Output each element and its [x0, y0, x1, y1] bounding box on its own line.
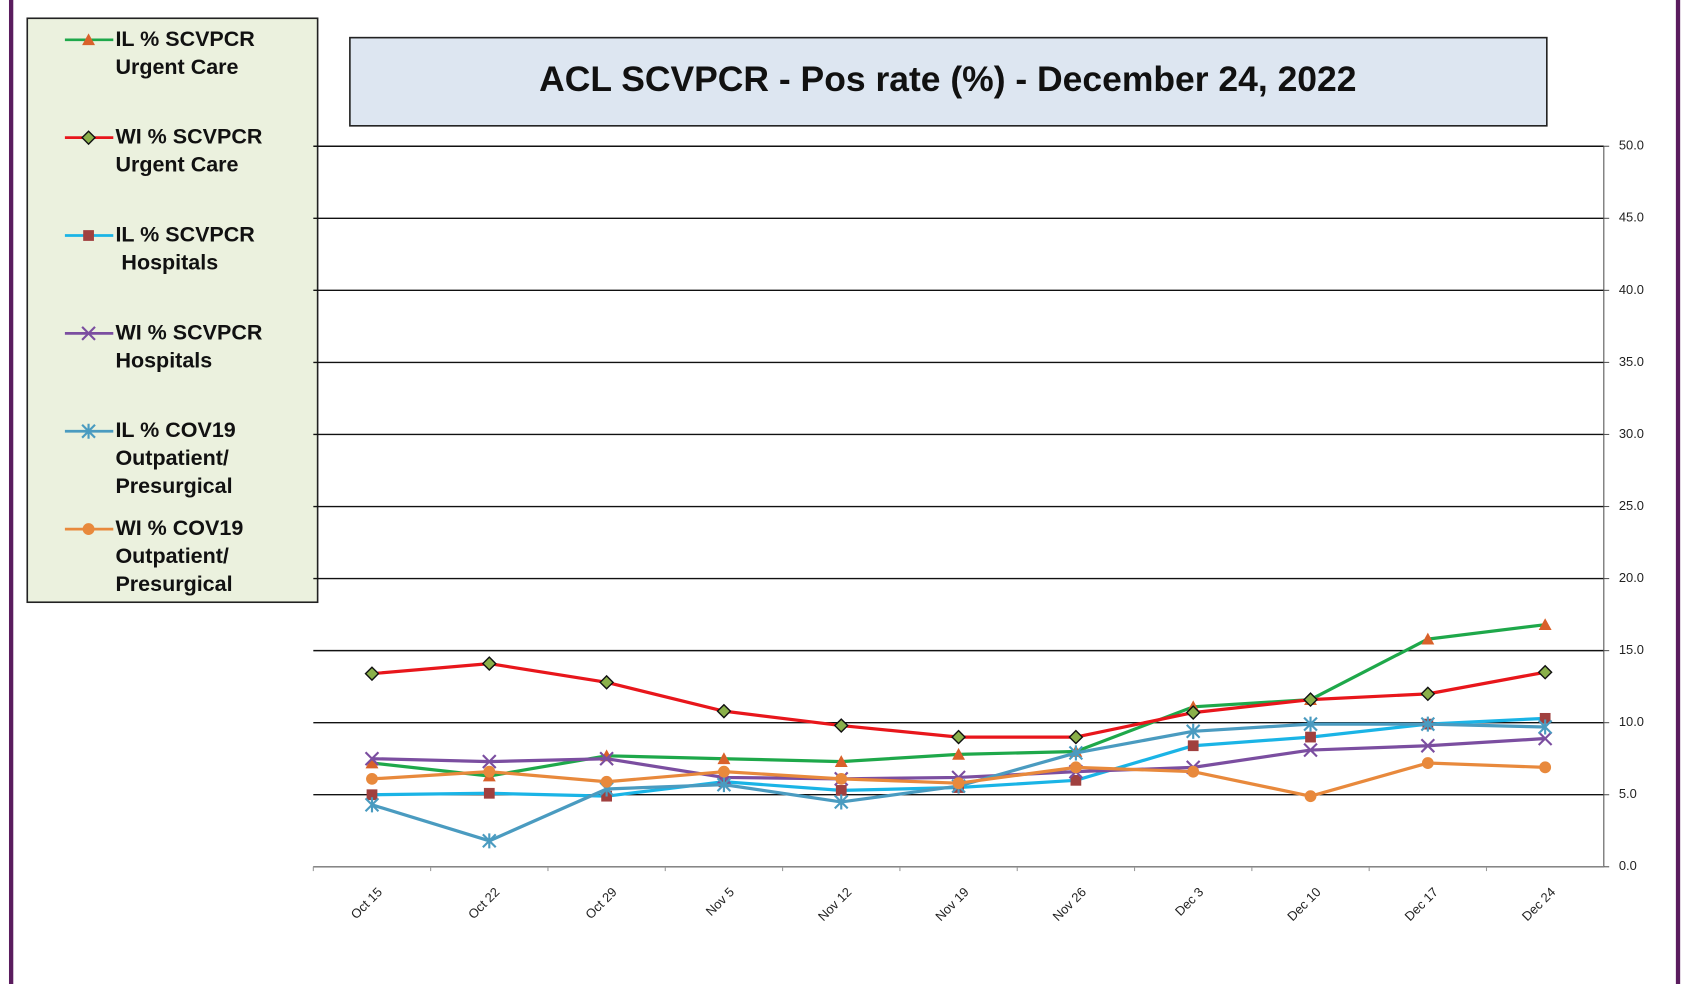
marker — [718, 765, 730, 778]
y-tick-label: 10.0 — [1619, 714, 1644, 729]
marker — [483, 765, 496, 778]
marker — [834, 755, 848, 767]
marker — [952, 747, 966, 760]
y-tick-label: 50.0 — [1619, 138, 1644, 153]
y-tick-label: 30.0 — [1619, 426, 1644, 441]
y-tick-label: 40.0 — [1619, 282, 1644, 297]
marker — [716, 703, 732, 719]
marker — [835, 772, 848, 785]
marker — [364, 797, 380, 813]
series — [366, 757, 1552, 803]
marker — [81, 423, 96, 439]
marker — [1539, 712, 1551, 724]
marker — [82, 523, 95, 536]
marker — [1537, 664, 1553, 680]
title-box — [349, 36, 1548, 127]
marker — [1187, 765, 1200, 778]
marker — [1070, 774, 1082, 786]
chart-title: ACL SCVPCR - Pos rate (%) - December 24,… — [539, 59, 1356, 99]
marker — [951, 729, 967, 745]
marker — [834, 794, 849, 810]
marker — [1303, 742, 1318, 758]
marker — [1068, 745, 1084, 761]
marker — [366, 789, 378, 801]
marker — [1187, 740, 1199, 752]
y-tick-label: 0.0 — [1619, 858, 1637, 873]
marker — [81, 130, 97, 146]
marker — [1068, 729, 1084, 745]
legend-label: IL % SCVPCR Hospitals — [115, 222, 255, 274]
marker — [1420, 738, 1436, 753]
marker — [1185, 705, 1201, 721]
marker — [1537, 731, 1553, 746]
legend-box — [26, 17, 319, 604]
legend-label: IL % COV19 Outpatient/Presurgical — [115, 418, 235, 498]
marker — [82, 33, 96, 46]
series — [364, 656, 1553, 745]
marker — [599, 674, 615, 690]
legend-label: WI % COV19 Outpatient/Presurgical — [115, 516, 243, 596]
marker — [599, 751, 614, 766]
marker — [717, 752, 731, 765]
y-tick-label: 5.0 — [1619, 786, 1637, 801]
marker — [1539, 761, 1552, 774]
marker — [1538, 618, 1552, 631]
marker — [483, 787, 495, 799]
legend-label: WI % SCVPCR Urgent Care — [115, 124, 262, 176]
marker — [364, 666, 380, 682]
marker — [482, 833, 497, 849]
marker — [1305, 731, 1316, 743]
marker — [365, 756, 379, 769]
legend-label: WI % SCVPCR Hospitals — [115, 320, 262, 372]
marker — [1069, 761, 1082, 774]
marker — [482, 754, 497, 769]
marker — [481, 656, 497, 672]
marker — [81, 326, 96, 341]
marker — [952, 777, 965, 790]
marker — [1537, 719, 1553, 735]
y-tick-label: 45.0 — [1619, 210, 1644, 225]
marker — [1185, 723, 1201, 739]
marker — [1420, 686, 1436, 702]
marker — [1420, 716, 1436, 732]
y-tick-label: 25.0 — [1619, 498, 1644, 513]
marker — [1304, 790, 1317, 803]
marker — [716, 777, 732, 793]
marker — [83, 230, 94, 241]
y-tick-label: 15.0 — [1619, 642, 1644, 657]
marker — [366, 772, 378, 785]
marker — [364, 751, 380, 766]
legend-label: IL % SCVPCR Urgent Care — [115, 26, 255, 78]
marker — [1421, 757, 1434, 769]
marker — [1303, 716, 1318, 732]
y-tick-label: 20.0 — [1619, 570, 1644, 585]
marker — [1303, 692, 1318, 708]
marker — [835, 785, 847, 796]
y-tick-label: 35.0 — [1619, 354, 1644, 369]
marker — [833, 718, 849, 733]
marker — [1421, 632, 1435, 645]
marker — [600, 775, 613, 788]
